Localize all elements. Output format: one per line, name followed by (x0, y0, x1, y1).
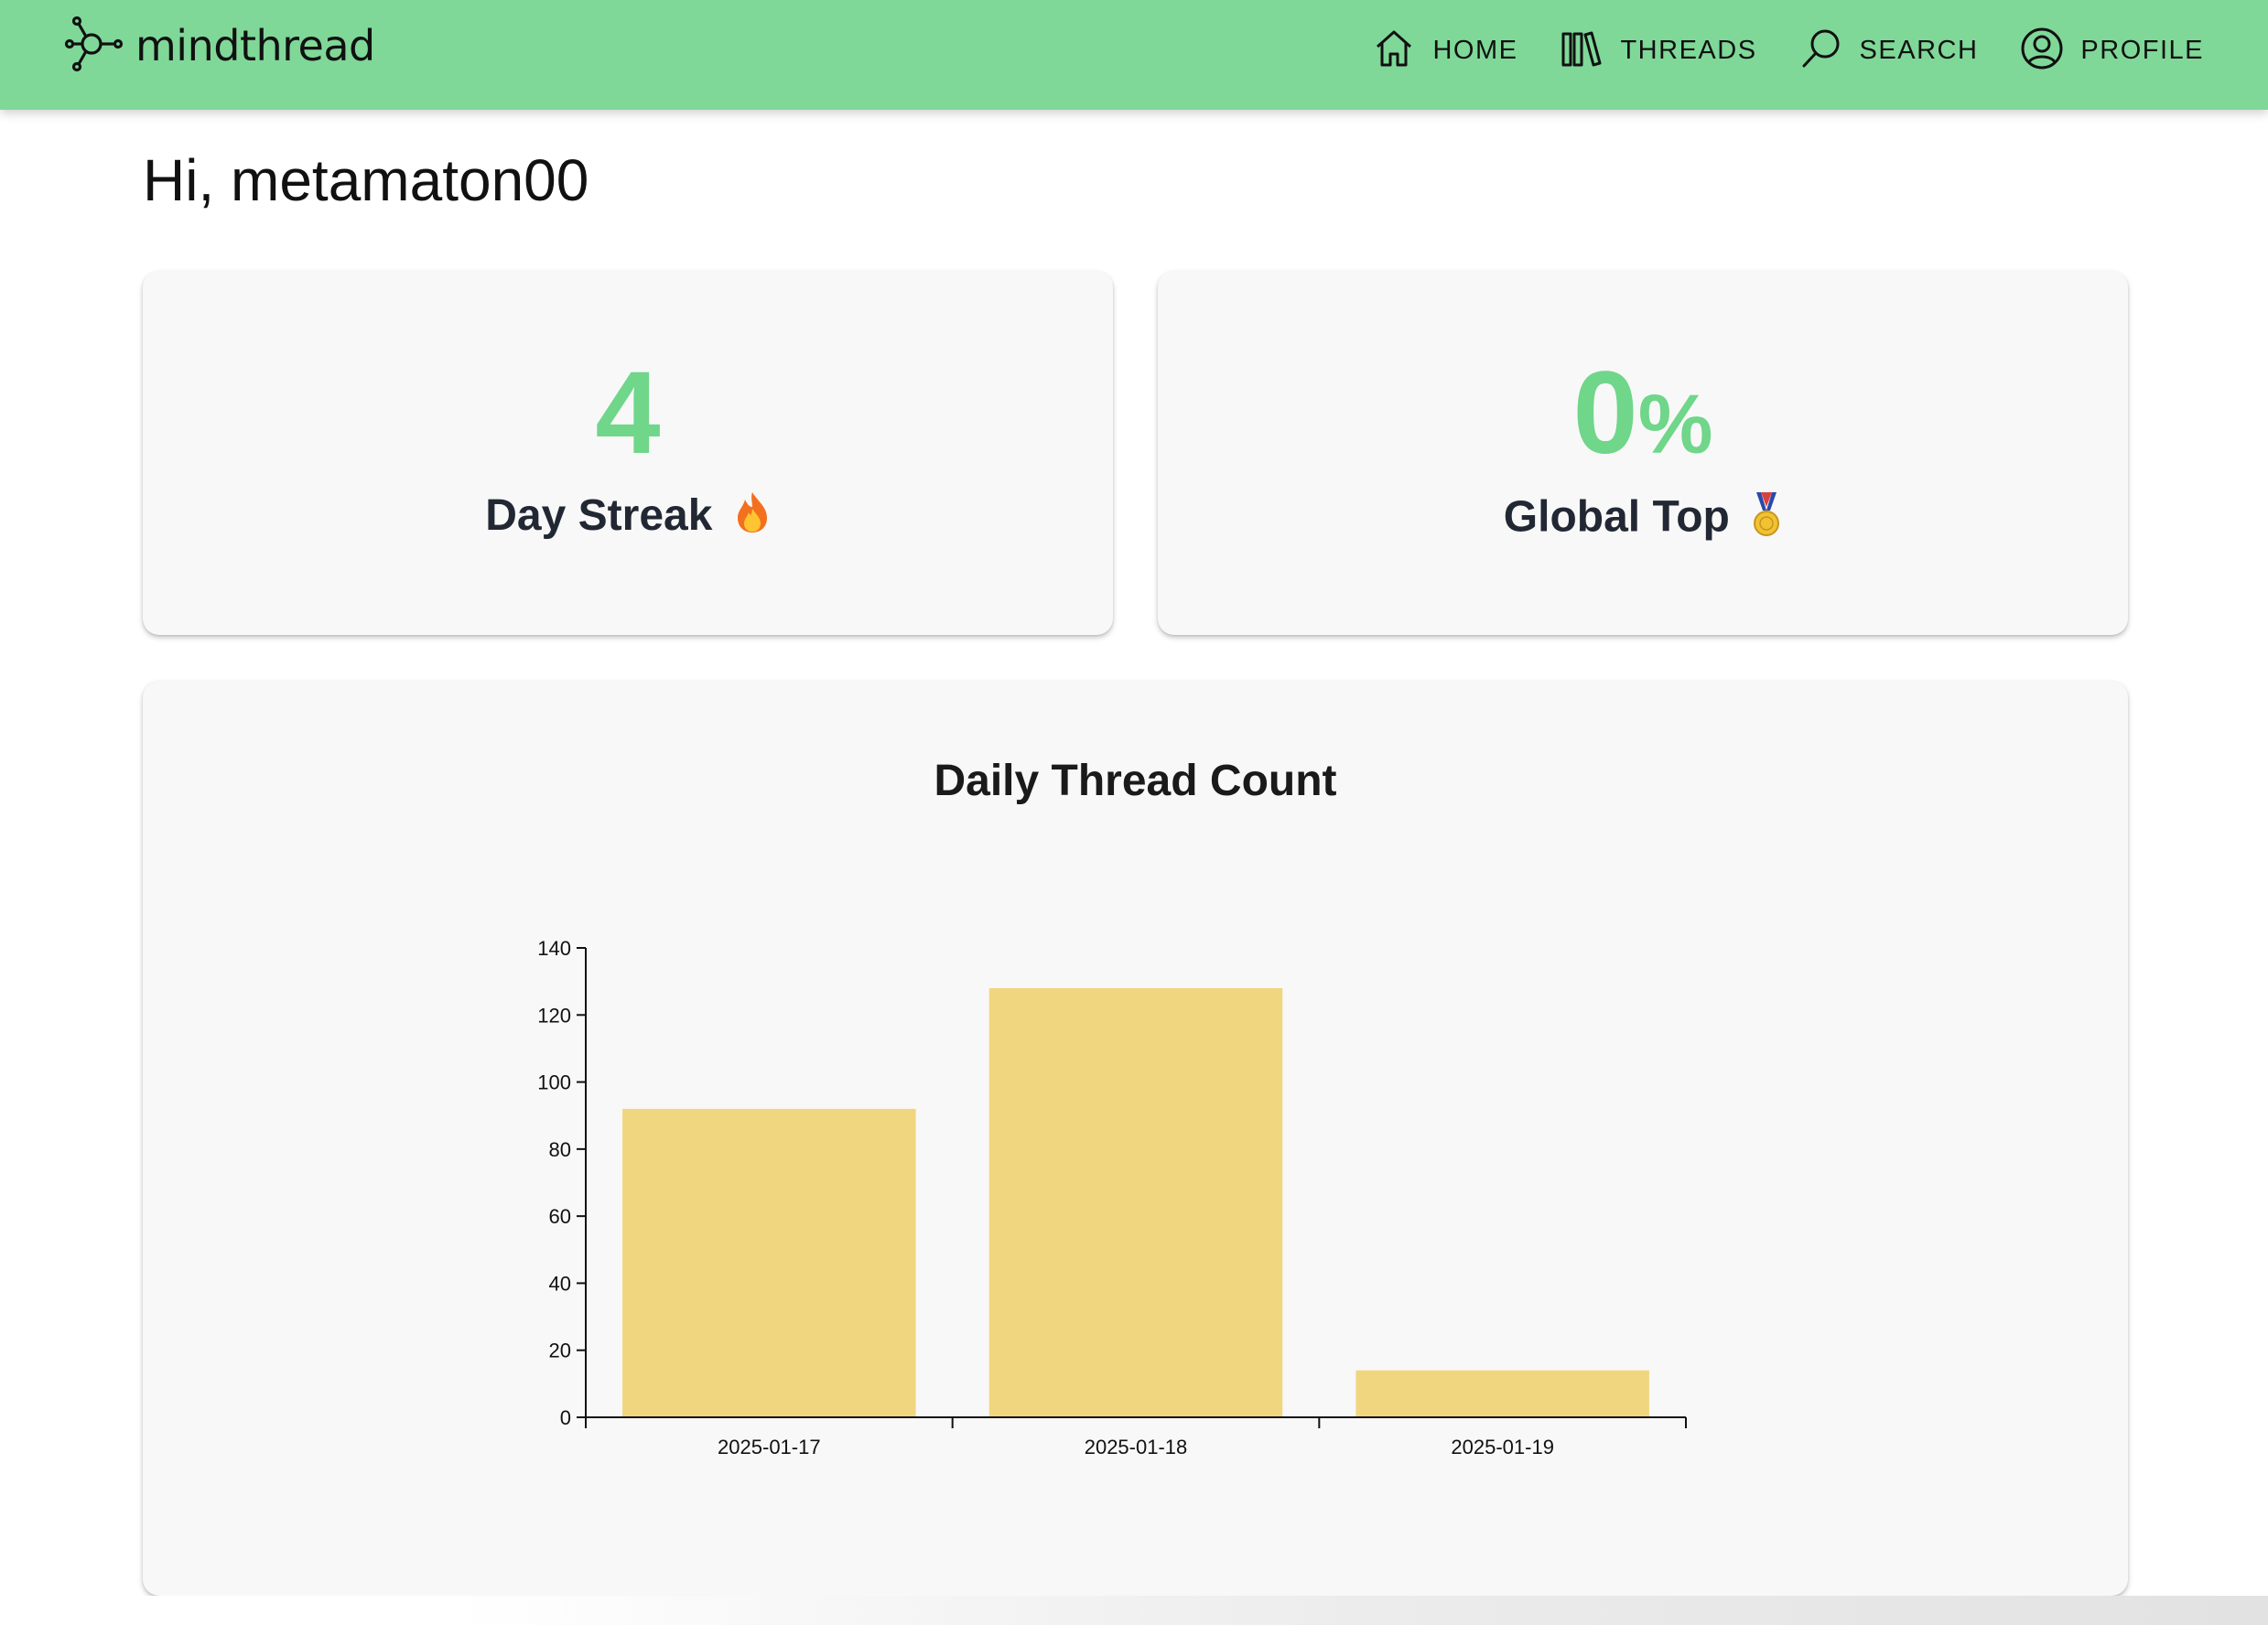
y-tick-label-60: 60 (549, 1205, 571, 1228)
x-tick-label-2025-01-18: 2025-01-18 (1085, 1436, 1188, 1458)
y-tick-label-140: 140 (537, 937, 571, 960)
y-tick-label-100: 100 (537, 1071, 571, 1094)
y-tick-label-80: 80 (549, 1138, 571, 1161)
nav-threads-label: THREADS (1620, 35, 1757, 65)
nav-threads[interactable]: THREADS (1560, 27, 1756, 75)
nav-home-label: HOME (1432, 35, 1518, 65)
fire-icon (734, 490, 771, 545)
nav-profile[interactable]: PROFILE (2020, 27, 2204, 75)
y-tick-label-120: 120 (537, 1004, 571, 1027)
bar-2025-01-19 (1355, 1370, 1649, 1417)
streak-card: 4 Day Streak (143, 271, 1113, 635)
bottom-shade (0, 1596, 2268, 1625)
nav-search[interactable]: SEARCH (1799, 27, 1979, 75)
x-tick-label-2025-01-17: 2025-01-17 (718, 1436, 821, 1458)
daily-thread-bar-chart: 0 20 40 60 80 100 120 140 2025-01-17 2025-01-18 20… (537, 937, 1687, 1458)
global-rank-value: 0% (1158, 355, 2128, 472)
global-rank-card: 0% Global Top (1158, 271, 2128, 635)
search-icon (1799, 27, 1843, 75)
chart-title: Daily Thread Count (934, 757, 1337, 805)
y-tick-label-0: 0 (560, 1406, 571, 1429)
y-tick-label-20: 20 (549, 1340, 571, 1362)
user-circle-icon (2020, 27, 2064, 75)
nav-profile-label: PROFILE (2080, 35, 2204, 65)
global-rank-label-row: Global Top (1158, 490, 2128, 549)
streak-label-row: Day Streak (143, 490, 1113, 545)
streak-label: Day Streak (485, 491, 713, 540)
global-rank-number: 0 (1572, 348, 1638, 479)
home-icon (1372, 27, 1416, 75)
brand-name: mindthread (135, 21, 375, 70)
medal-icon (1751, 490, 1782, 549)
x-tick-label-2025-01-19: 2025-01-19 (1451, 1436, 1554, 1458)
y-tick-label-40: 40 (549, 1272, 571, 1295)
nav-home[interactable]: HOME (1372, 27, 1517, 75)
global-rank-label: Global Top (1503, 492, 1730, 542)
nav-search-label: SEARCH (1859, 35, 1979, 65)
network-node-icon (64, 15, 126, 78)
top-navbar: mindthread HOME THREADS (0, 0, 2268, 110)
books-icon (1560, 27, 1604, 75)
main-nav: HOME THREADS SEARCH (1372, 0, 2204, 101)
bar-2025-01-17 (622, 1108, 916, 1417)
bar-2025-01-18 (988, 987, 1283, 1417)
greeting-heading: Hi, metamaton00 (143, 147, 589, 213)
streak-value: 4 (595, 348, 661, 479)
global-rank-unit: % (1637, 378, 1713, 471)
brand-logo[interactable]: mindthread (64, 16, 375, 75)
daily-thread-chart-card: Daily Thread Count 0 20 40 60 80 100 120 140 202… (143, 681, 2128, 1596)
